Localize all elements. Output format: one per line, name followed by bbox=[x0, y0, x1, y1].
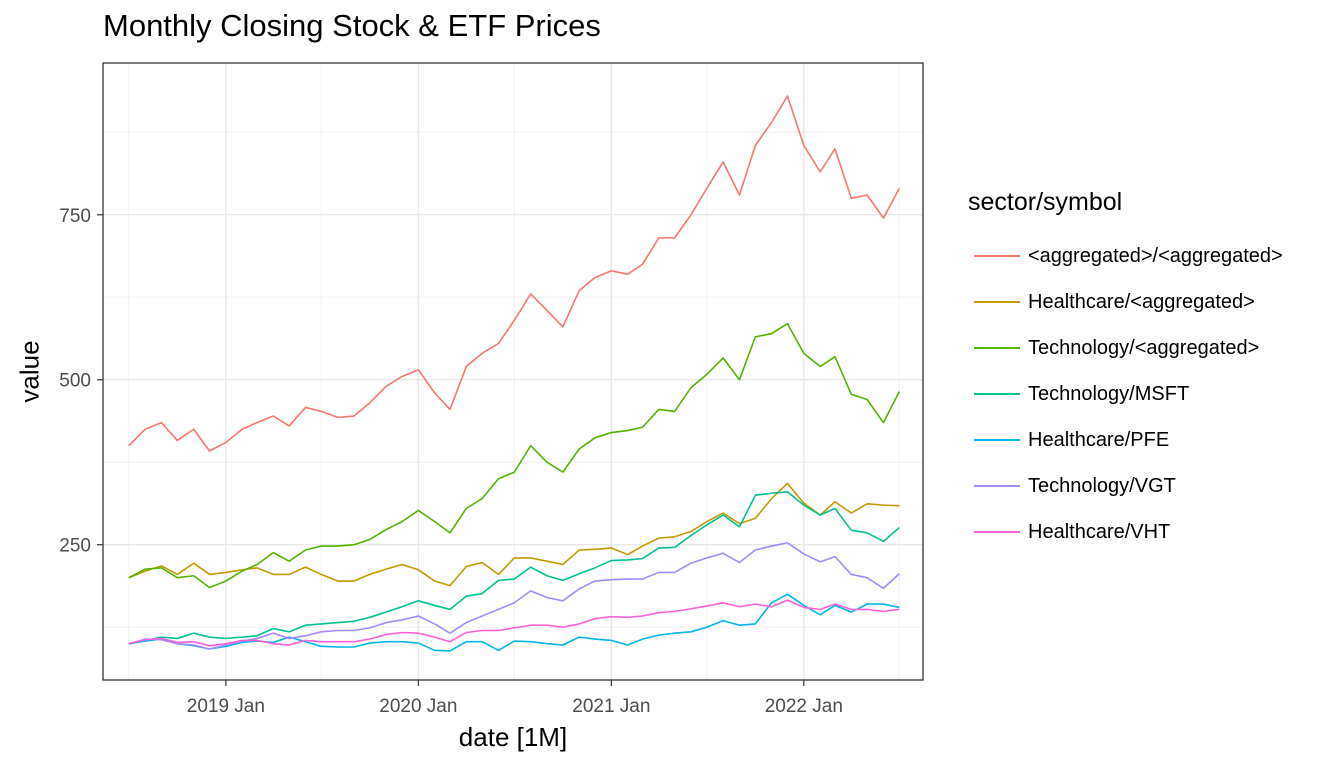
legend-key bbox=[968, 509, 1026, 555]
legend-title: sector/symbol bbox=[968, 188, 1123, 216]
legend-label: Technology/MSFT bbox=[1028, 382, 1190, 405]
legend-item: Healthcare/PFE bbox=[968, 417, 1283, 463]
legend-key bbox=[968, 279, 1026, 325]
legend-label: Healthcare/<aggregated> bbox=[1028, 290, 1255, 313]
y-tick-label: 500 bbox=[59, 371, 91, 392]
legend-label: Healthcare/VHT bbox=[1028, 520, 1171, 543]
series-line-1 bbox=[128, 482, 900, 587]
chart-title: Monthly Closing Stock & ETF Prices bbox=[103, 8, 601, 43]
x-axis-label: date [1M] bbox=[458, 722, 568, 752]
legend-key bbox=[968, 417, 1026, 463]
legend-label: <aggregated>/<aggregated> bbox=[1028, 244, 1283, 267]
x-tick-label: 2019 Jan bbox=[187, 696, 265, 717]
legend-item: <aggregated>/<aggregated> bbox=[968, 233, 1283, 279]
legend-item: Technology/MSFT bbox=[968, 371, 1283, 417]
series-line-5 bbox=[128, 541, 900, 650]
legend-key bbox=[968, 325, 1026, 371]
legend: sector/symbol <aggregated>/<aggregated> H… bbox=[968, 188, 1283, 555]
legend-item: Technology/VGT bbox=[968, 463, 1283, 509]
series-line-3 bbox=[128, 491, 900, 645]
y-tick-label: 250 bbox=[59, 536, 91, 557]
x-tick-label: 2020 Jan bbox=[379, 696, 457, 717]
legend-label: Healthcare/PFE bbox=[1028, 428, 1170, 451]
legend-key bbox=[968, 463, 1026, 509]
legend-label: Technology/<aggregated> bbox=[1028, 336, 1260, 359]
legend-items: <aggregated>/<aggregated> Healthcare/<agg… bbox=[968, 233, 1283, 555]
legend-label: Technology/VGT bbox=[1028, 474, 1176, 497]
legend-item: Healthcare/VHT bbox=[968, 509, 1283, 555]
legend-key bbox=[968, 233, 1026, 279]
plot-panel-border bbox=[102, 62, 924, 681]
series-line-0 bbox=[128, 95, 900, 452]
x-tick-label: 2022 Jan bbox=[765, 696, 843, 717]
x-tick-label: 2021 Jan bbox=[572, 696, 650, 717]
legend-key bbox=[968, 371, 1026, 417]
y-axis-label: value bbox=[14, 340, 45, 403]
legend-item: Technology/<aggregated> bbox=[968, 325, 1283, 371]
series-line-6 bbox=[128, 599, 900, 647]
y-tick-label: 750 bbox=[59, 206, 91, 227]
series-line-2 bbox=[128, 322, 900, 589]
legend-item: Healthcare/<aggregated> bbox=[968, 279, 1283, 325]
